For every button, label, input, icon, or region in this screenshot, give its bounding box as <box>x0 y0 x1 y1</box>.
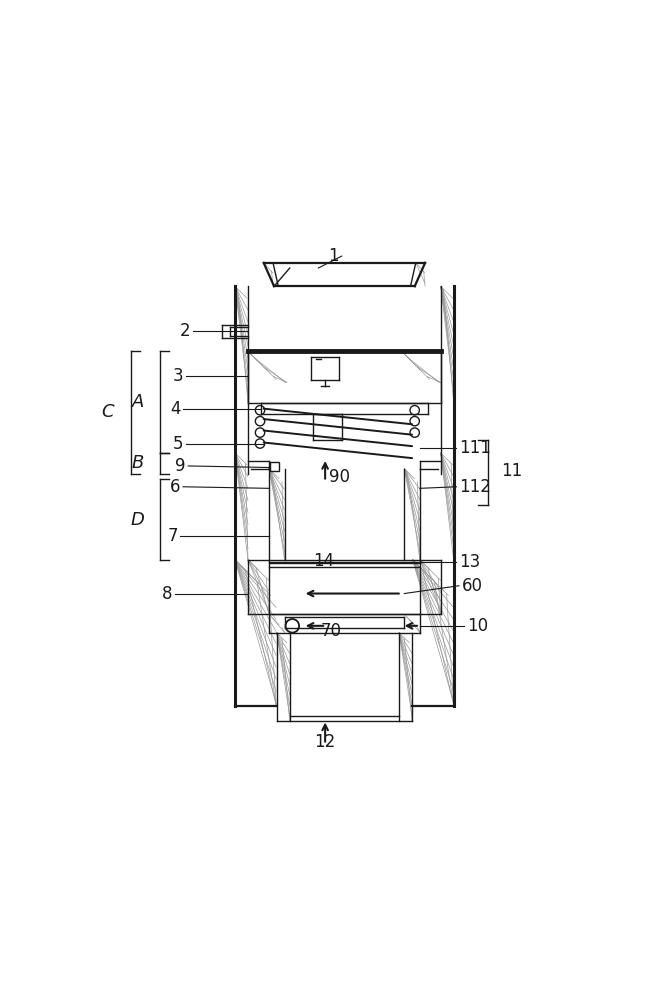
Text: A: A <box>132 393 144 411</box>
Text: 2: 2 <box>180 322 191 340</box>
Text: 12: 12 <box>314 733 336 751</box>
Text: 70: 70 <box>321 622 342 640</box>
Text: 10: 10 <box>467 617 488 635</box>
Text: 13: 13 <box>459 553 480 571</box>
Text: 111: 111 <box>459 439 491 457</box>
Text: 5: 5 <box>173 435 183 453</box>
Text: B: B <box>132 454 144 472</box>
Text: 7: 7 <box>167 527 177 545</box>
Text: 1: 1 <box>329 247 339 265</box>
Text: 60: 60 <box>462 577 482 595</box>
Text: 6: 6 <box>170 478 180 496</box>
Text: 9: 9 <box>175 457 185 475</box>
Text: 11: 11 <box>501 462 522 480</box>
Text: C: C <box>101 403 114 421</box>
Text: 4: 4 <box>170 400 180 418</box>
Text: 3: 3 <box>172 367 183 385</box>
Text: 8: 8 <box>162 585 173 603</box>
Bar <box>270 462 279 471</box>
Text: 90: 90 <box>329 468 349 486</box>
Text: 14: 14 <box>313 552 334 570</box>
Text: 112: 112 <box>459 478 491 496</box>
Text: D: D <box>130 511 144 529</box>
